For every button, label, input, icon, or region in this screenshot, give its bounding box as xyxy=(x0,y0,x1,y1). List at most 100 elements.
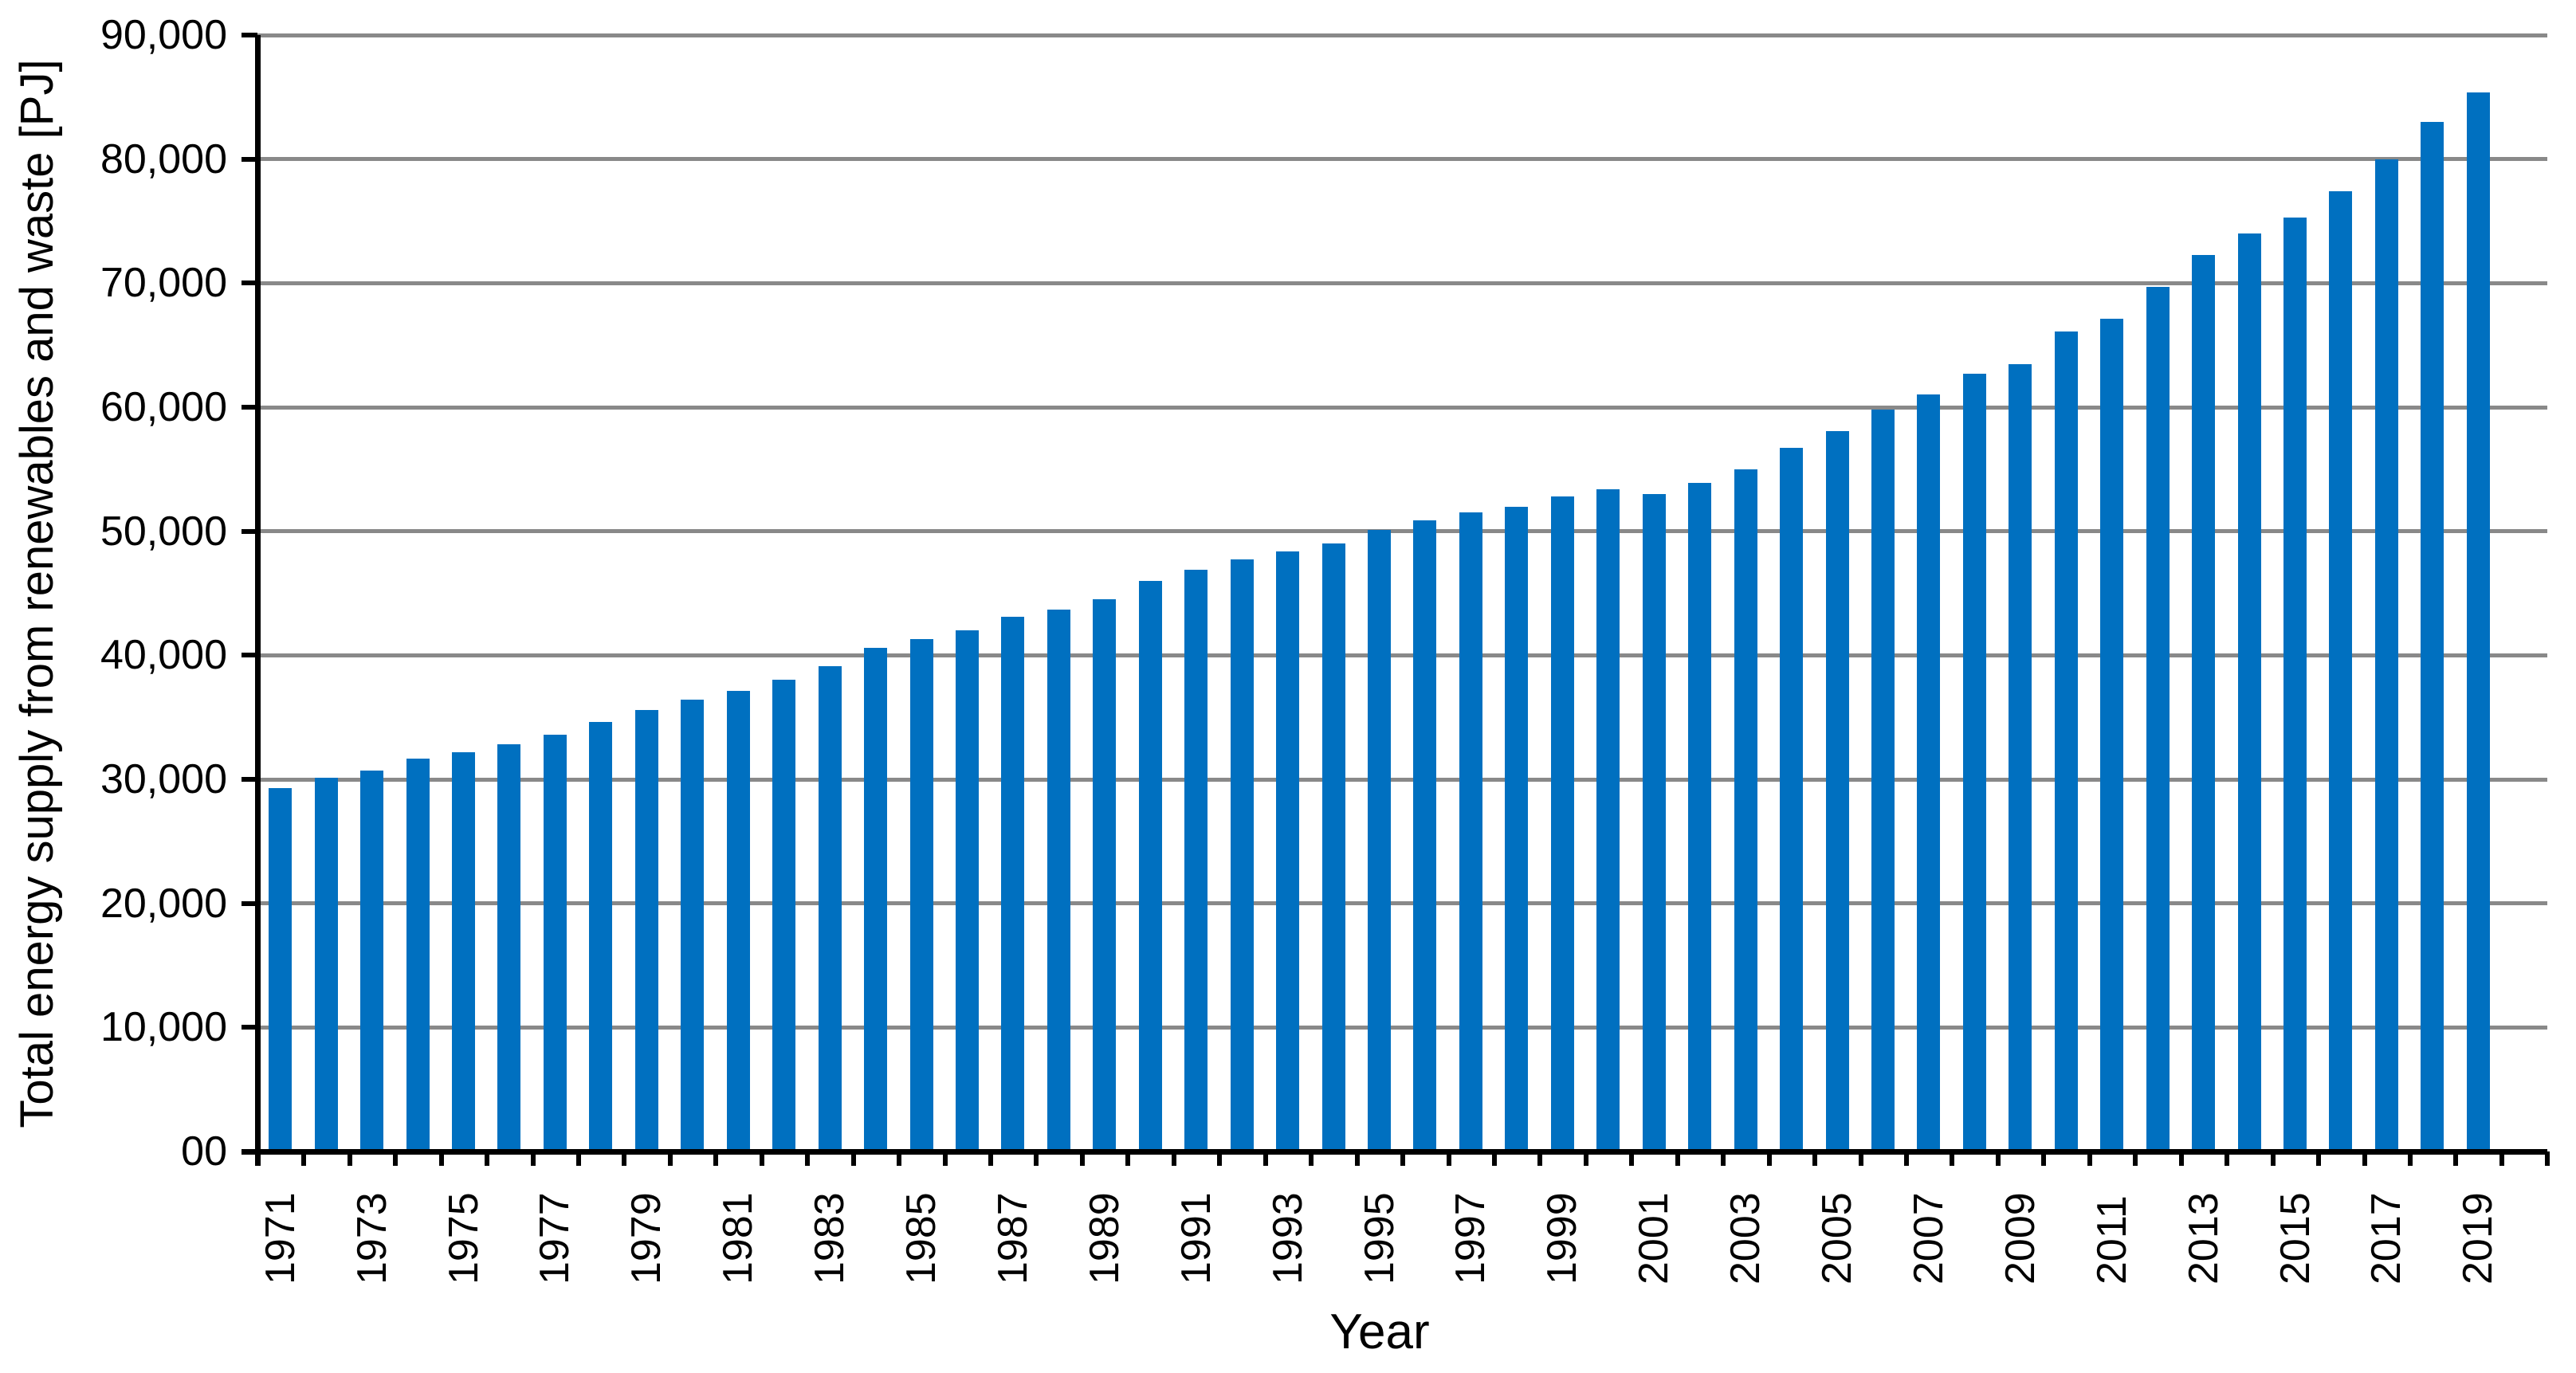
x-axis-tick xyxy=(485,1151,490,1166)
x-tick-label: 1983 xyxy=(807,1192,854,1285)
bar-2003 xyxy=(1734,469,1757,1149)
y-axis-tick xyxy=(242,405,257,410)
x-axis-tick xyxy=(622,1151,627,1166)
x-tick-label: 2005 xyxy=(1814,1192,1861,1285)
bar-2009 xyxy=(2009,363,2032,1149)
x-axis-tick xyxy=(897,1151,902,1166)
x-axis-tick xyxy=(575,1151,581,1166)
x-tick-label: 2019 xyxy=(2455,1192,2502,1285)
x-axis-tick xyxy=(1583,1151,1588,1166)
x-axis-tick xyxy=(1629,1151,1635,1166)
x-axis-tick xyxy=(2545,1151,2550,1166)
gridline xyxy=(257,1025,2547,1030)
bar-1993 xyxy=(1276,551,1300,1149)
x-axis-tick xyxy=(2362,1151,2367,1166)
bar-1988 xyxy=(1046,609,1070,1149)
bar-2011 xyxy=(2100,319,2124,1149)
y-tick-label: 70,000 xyxy=(100,260,227,307)
x-axis-tick xyxy=(1721,1151,1726,1166)
x-tick-label: 1975 xyxy=(440,1192,487,1285)
bar-1992 xyxy=(1230,559,1254,1149)
bar-2016 xyxy=(2329,191,2353,1149)
x-axis-tick xyxy=(1491,1151,1497,1166)
x-axis-tick xyxy=(2087,1151,2092,1166)
x-tick-label: 2003 xyxy=(1722,1192,1769,1285)
x-axis-tick xyxy=(988,1151,993,1166)
x-axis-tick xyxy=(2133,1151,2138,1166)
bar-2008 xyxy=(1962,373,1986,1149)
x-axis-tick xyxy=(850,1151,856,1166)
bar-1991 xyxy=(1184,569,1208,1149)
bar-1987 xyxy=(1001,617,1025,1149)
x-axis-tick xyxy=(2225,1151,2230,1166)
bar-2010 xyxy=(2054,331,2078,1149)
gridline xyxy=(257,653,2547,657)
gridline xyxy=(257,901,2547,906)
bar-1983 xyxy=(818,666,842,1149)
x-tick-label: 1971 xyxy=(257,1192,304,1285)
bar-2007 xyxy=(1917,394,1941,1149)
x-axis-tick xyxy=(1950,1151,1955,1166)
y-axis-tick xyxy=(242,777,257,782)
bar-1998 xyxy=(1505,506,1529,1149)
x-axis-tick xyxy=(347,1151,352,1166)
gridline xyxy=(257,157,2547,162)
x-axis-tick xyxy=(1766,1151,1772,1166)
x-axis-tick xyxy=(530,1151,536,1166)
bar-2018 xyxy=(2421,121,2444,1149)
bar-1972 xyxy=(314,778,338,1149)
y-tick-label: 10,000 xyxy=(100,1004,227,1051)
bar-1990 xyxy=(1138,580,1162,1149)
x-axis-tick xyxy=(713,1151,719,1166)
y-tick-label: 50,000 xyxy=(100,508,227,555)
bar-2019 xyxy=(2466,92,2490,1149)
x-axis-tick xyxy=(1354,1151,1360,1166)
bar-1975 xyxy=(452,751,476,1149)
x-axis-tick xyxy=(1904,1151,1909,1166)
gridline xyxy=(257,529,2547,534)
bar-2015 xyxy=(2283,217,2307,1149)
x-axis-tick xyxy=(1034,1151,1039,1166)
y-axis-line xyxy=(255,35,261,1166)
x-tick-label: 1999 xyxy=(1539,1192,1586,1285)
x-axis-tick xyxy=(1309,1151,1314,1166)
y-axis-tick xyxy=(242,900,257,906)
x-axis-tick xyxy=(667,1151,673,1166)
bar-2014 xyxy=(2237,233,2261,1149)
x-tick-label: 1981 xyxy=(715,1192,762,1285)
bar-2001 xyxy=(1642,493,1666,1149)
bar-1999 xyxy=(1550,496,1574,1149)
gridline xyxy=(257,33,2547,37)
bar-1981 xyxy=(726,691,750,1149)
x-tick-label: 2017 xyxy=(2363,1192,2410,1285)
x-axis-tick xyxy=(2407,1151,2413,1166)
y-tick-label: 00 xyxy=(181,1128,227,1175)
x-axis-tick xyxy=(1537,1151,1543,1166)
x-axis-tick xyxy=(2178,1151,2184,1166)
x-axis-tick xyxy=(759,1151,764,1166)
bar-2004 xyxy=(1780,448,1804,1149)
bar-2000 xyxy=(1596,488,1620,1149)
bar-1976 xyxy=(497,744,521,1149)
x-axis-tick xyxy=(1079,1151,1085,1166)
bar-1980 xyxy=(681,700,705,1149)
x-axis-tick xyxy=(1812,1151,1818,1166)
bar-1997 xyxy=(1459,512,1482,1149)
y-axis-tick xyxy=(242,1025,257,1030)
bar-1985 xyxy=(909,639,933,1149)
x-axis-tick xyxy=(393,1151,399,1166)
x-axis-tick xyxy=(942,1151,948,1166)
gridline xyxy=(257,777,2547,782)
x-tick-label: 1977 xyxy=(532,1192,579,1285)
x-axis-tick xyxy=(2316,1151,2322,1166)
y-axis-tick xyxy=(242,156,257,162)
x-tick-label: 2011 xyxy=(2088,1195,2135,1285)
x-axis-tick xyxy=(1171,1151,1176,1166)
y-tick-label: 30,000 xyxy=(100,756,227,802)
bar-2012 xyxy=(2146,287,2170,1149)
x-axis-line xyxy=(242,1149,2547,1155)
x-axis-tick xyxy=(301,1151,307,1166)
gridline xyxy=(257,280,2547,285)
x-tick-label: 1985 xyxy=(898,1192,945,1285)
